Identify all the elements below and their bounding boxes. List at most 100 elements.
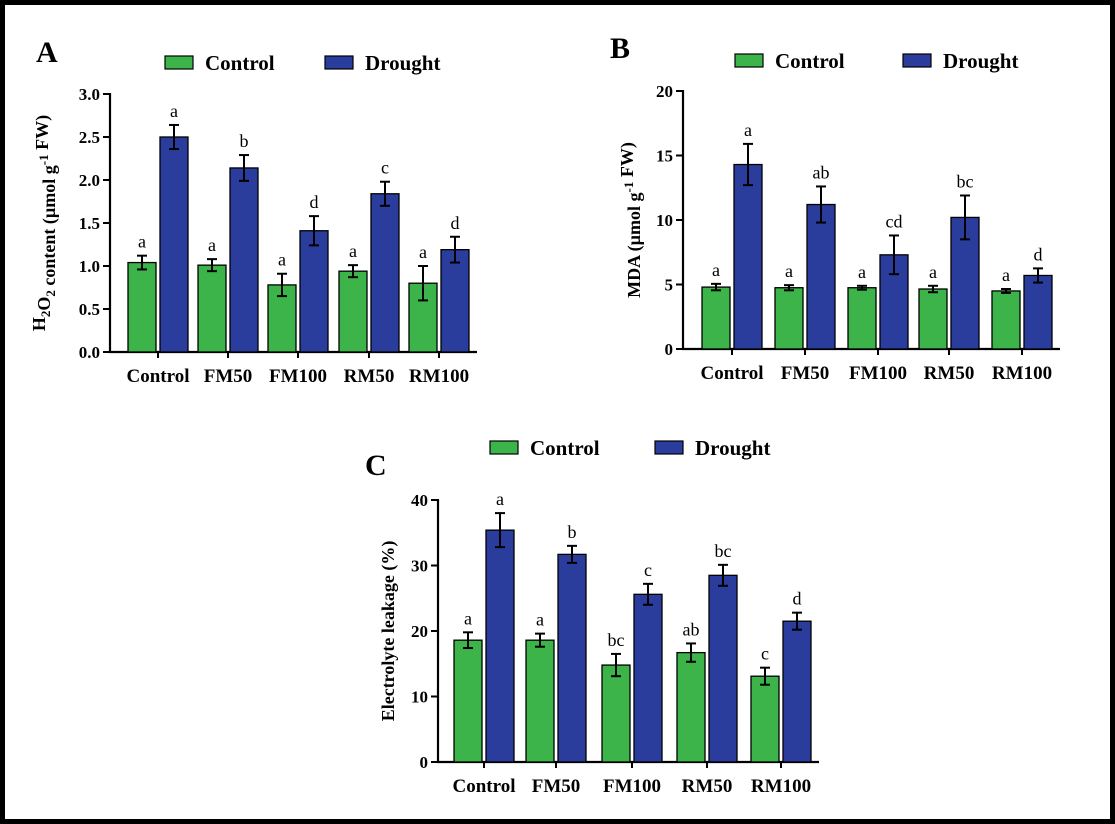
bar-drought [733, 163, 763, 350]
significance-letter: a [536, 610, 544, 630]
x-tick-label: RM100 [751, 776, 811, 797]
y-tick-label: 5 [665, 276, 674, 295]
legend-swatch-control [734, 53, 764, 68]
x-tick-label: Control [453, 776, 516, 797]
y-tick-label: 10 [411, 688, 428, 707]
panel-letter: A [36, 36, 58, 69]
significance-letter: c [644, 560, 652, 580]
legend-label-control: Control [530, 436, 600, 460]
bar-drought [1023, 274, 1053, 350]
significance-letter: a [744, 120, 752, 140]
y-tick-label: 40 [411, 491, 428, 510]
x-tick-label: Control [127, 366, 190, 387]
y-tick-label: 0 [665, 340, 674, 359]
x-tick-label: FM50 [204, 366, 253, 387]
significance-letter: d [1034, 244, 1043, 264]
panel-letter: C [365, 449, 387, 482]
y-tick-label: 20 [656, 82, 673, 101]
bar-control [338, 270, 368, 353]
bar-control [408, 282, 438, 353]
significance-letter: bc [957, 171, 974, 191]
significance-letter: c [381, 158, 389, 178]
bar-drought [370, 193, 400, 353]
x-tick-label: FM100 [849, 363, 907, 384]
bar-control [991, 290, 1021, 350]
bar-drought [633, 593, 663, 763]
significance-letter: bc [608, 630, 625, 650]
bar-control [750, 675, 780, 763]
bar-control [601, 664, 631, 763]
bar-control [918, 288, 948, 350]
legend-swatch-drought [902, 53, 932, 68]
bar-drought [806, 203, 836, 350]
bar-control [197, 264, 227, 353]
x-tick-label: FM50 [532, 776, 581, 797]
y-tick-label: 20 [411, 622, 428, 641]
bar-drought [440, 249, 470, 353]
significance-letter: b [568, 522, 577, 542]
legend-label-drought: Drought [695, 436, 770, 460]
significance-letter: cd [886, 211, 903, 231]
y-tick-label: 1.0 [79, 257, 100, 276]
legend-label-drought: Drought [943, 49, 1018, 73]
y-tick-label: 2.5 [79, 128, 100, 147]
y-tick-label: 1.5 [79, 214, 100, 233]
significance-letter: a [712, 260, 720, 280]
y-axis-label: Electrolyte leakage (%) [378, 541, 399, 722]
bar-drought [557, 553, 587, 763]
significance-letter: a [464, 608, 472, 628]
x-tick-label: RM100 [409, 366, 469, 387]
significance-letter: a [929, 262, 937, 282]
significance-letter: a [208, 235, 216, 255]
significance-letter: d [310, 192, 319, 212]
x-tick-label: FM50 [781, 363, 830, 384]
bar-control [127, 261, 157, 353]
significance-letter: d [793, 589, 802, 609]
bar-drought [708, 574, 738, 763]
significance-letter: ab [813, 162, 830, 182]
significance-letter: b [240, 131, 249, 151]
y-tick-label: 3.0 [79, 85, 100, 104]
panel-letter: B [610, 32, 630, 65]
significance-letter: a [138, 232, 146, 252]
significance-letter: a [785, 261, 793, 281]
bar-control [676, 651, 706, 763]
legend-swatch-drought [324, 55, 354, 70]
legend-label-control: Control [205, 51, 275, 75]
significance-letter: a [419, 242, 427, 262]
significance-letter: c [761, 644, 769, 664]
significance-letter: a [858, 262, 866, 282]
x-tick-label: Control [701, 363, 764, 384]
bar-drought [485, 529, 515, 763]
legend-swatch-control [164, 55, 194, 70]
significance-letter: a [496, 489, 504, 509]
y-tick-label: 0 [420, 753, 429, 772]
x-tick-label: RM50 [344, 366, 395, 387]
y-tick-label: 2.0 [79, 171, 100, 190]
bar-control [453, 639, 483, 763]
bar-drought [229, 167, 259, 353]
legend-swatch-drought [654, 440, 684, 455]
bar-control [525, 639, 555, 763]
significance-letter: a [170, 101, 178, 121]
legend-label-drought: Drought [365, 51, 440, 75]
x-tick-label: FM100 [603, 776, 661, 797]
bar-drought [159, 136, 189, 353]
x-tick-label: FM100 [269, 366, 327, 387]
significance-letter: d [451, 213, 460, 233]
legend-label-control: Control [775, 49, 845, 73]
y-axis-label: H2O2 content (µmol g-1 FW) [29, 115, 60, 331]
y-tick-label: 0.5 [79, 300, 100, 319]
chart-panel-a: A Control Drought 0.0 0.5 1.0 1.5 2.0 2.5 3.0 H2O2… [29, 36, 477, 387]
chart-panel-b: B Control Drought 0 5 10 15 20 MDA (µmol g-1 FW)… [610, 32, 1060, 384]
x-tick-label: RM50 [924, 363, 975, 384]
legend-swatch-control [489, 440, 519, 455]
bar-drought [299, 230, 329, 353]
bar-drought [782, 620, 812, 763]
y-tick-label: 15 [656, 147, 673, 166]
bar-control [701, 286, 731, 350]
significance-letter: a [278, 250, 286, 270]
significance-letter: bc [715, 541, 732, 561]
significance-letter: ab [683, 619, 700, 639]
